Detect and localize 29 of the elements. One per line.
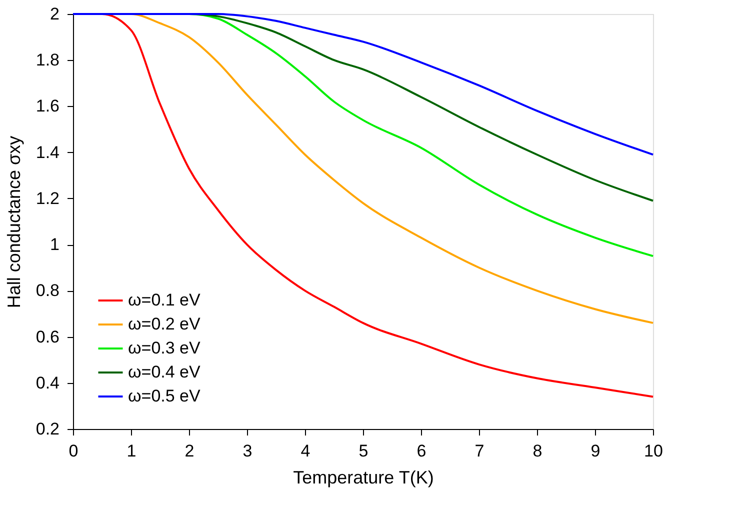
x-tick-label: 9 [590, 442, 600, 460]
x-tick-label: 7 [474, 442, 484, 460]
legend-label: ω=0.1 eV [128, 290, 202, 310]
y-tick-label: 1.2 [36, 188, 60, 208]
x-axis-title: Temperature T(K) [293, 468, 434, 488]
x-tick-label: 4 [300, 442, 310, 460]
y-tick-label: 1.6 [36, 96, 60, 116]
y-tick-label: 0.4 [36, 373, 60, 392]
x-tick-label: 0 [68, 442, 78, 460]
line-series [72, 13, 654, 156]
x-tick-label: 10 [644, 442, 663, 460]
x-tick-label: 6 [416, 442, 426, 460]
y-tick-label: 0.2 [36, 420, 60, 438]
y-tick-label: 1.8 [36, 50, 60, 70]
legend-label: ω=0.4 eV [128, 362, 202, 382]
x-tick-label: 1 [126, 442, 136, 460]
y-tick-label: 1.4 [36, 142, 60, 162]
legend-label: ω=0.2 eV [128, 314, 202, 334]
x-tick-label: 2 [184, 442, 194, 460]
x-tick-label: 3 [242, 442, 252, 460]
legend-label: ω=0.3 eV [128, 338, 202, 358]
x-tick-label: 5 [358, 442, 368, 460]
y-axis-title: Hall conductance σxy [4, 136, 24, 308]
y-tick-label: 0.8 [36, 281, 60, 300]
y-tick-label: 1 [50, 235, 60, 254]
x-tick-label: 8 [532, 442, 542, 460]
y-tick-label: 0.6 [36, 327, 60, 346]
legend-label: ω=0.5 eV [128, 386, 202, 406]
y-tick-label: 2 [50, 4, 60, 24]
